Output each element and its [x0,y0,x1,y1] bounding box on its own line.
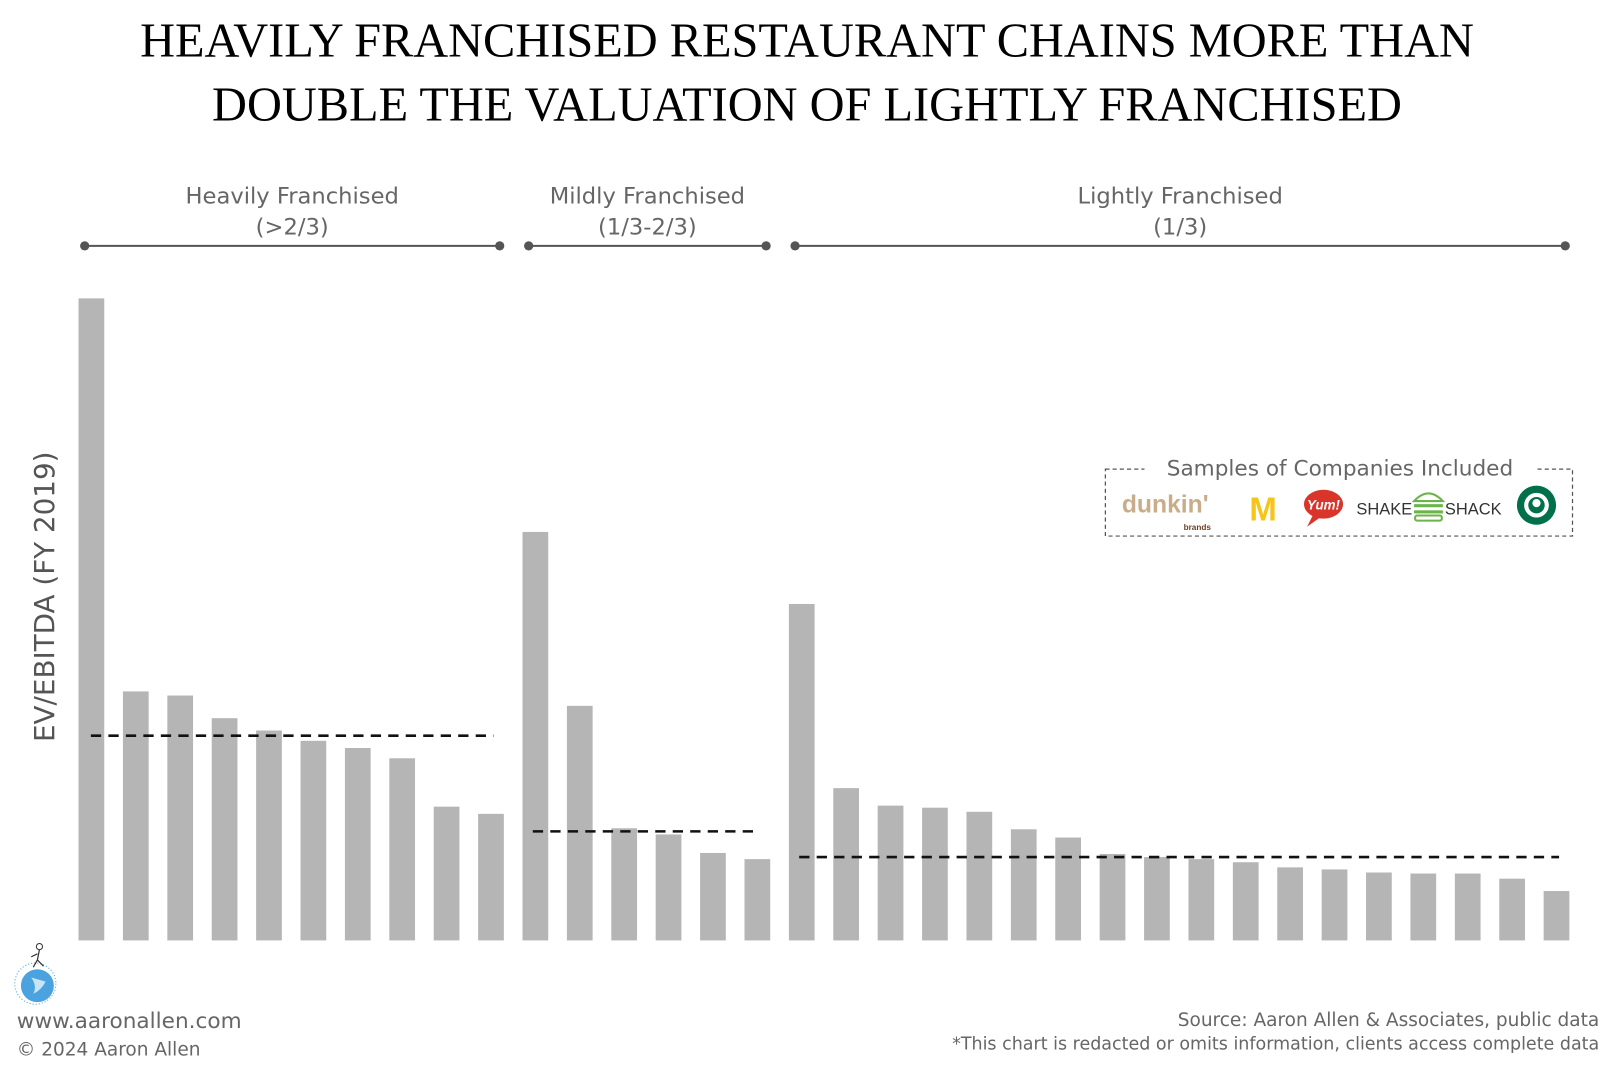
shake-text: SHAKE [1356,500,1412,518]
bar-1-5 [744,859,771,941]
group-sublabel-0: (>2/3) [256,215,329,241]
bracket-endpoint [495,241,505,251]
bar-2-14 [1410,873,1437,941]
source-note: Source: Aaron Allen & Associates, public… [1178,1010,1600,1031]
bar-1-3 [655,834,682,941]
bar-1-0 [522,531,549,941]
bar-0-8 [433,806,460,941]
group-brackets: Heavily Franchised (>2/3) Mildly Franchise… [80,184,1570,251]
bar-2-16 [1499,878,1525,941]
shack-text: SHACK [1445,500,1502,518]
bar-2-6 [1055,837,1081,941]
bar-2-7 [1099,853,1126,941]
bar-0-7 [389,758,416,941]
bar-0-9 [478,813,504,941]
redaction-note: *This chart is redacted or omits informa… [952,1034,1599,1054]
mcdonalds-logo: M [1249,491,1276,528]
bar-1-1 [566,705,593,941]
bar-2-5 [1010,829,1037,941]
bars [78,298,1570,941]
group-sublabel-2: (1/3) [1153,215,1207,241]
group-label-1: Mildly Franchised [550,184,745,210]
bar-2-4 [966,811,993,941]
bar-1-2 [611,828,638,941]
starbucks-logo [1516,485,1557,525]
bar-2-2 [877,805,904,941]
group-sublabel-1: (1/3-2/3) [598,215,697,241]
bracket-endpoint [80,241,90,251]
group-label-0: Heavily Franchised [186,184,399,210]
bar-2-15 [1454,873,1481,941]
chart-title-line2: DOUBLE THE VALUATION OF LIGHTLY FRANCHIS… [212,78,1402,131]
bar-0-4 [256,730,282,941]
bar-0-3 [211,718,238,941]
yum-logo: Yum! [1303,489,1344,527]
bar-2-17 [1543,891,1570,941]
legend: Samples of Companies Included dunkin' br… [1104,455,1574,537]
bar-0-0 [78,298,105,941]
bar-0-5 [300,740,327,941]
copyright: © 2024 Aaron Allen [17,1040,201,1061]
bar-2-9 [1188,859,1215,941]
dunkin-logo-sub: brands [1184,523,1212,532]
bracket-endpoint [1560,241,1570,251]
aaron-allen-globe-icon [14,942,57,1005]
dunkin-logo: dunkin' brands [1122,491,1212,531]
average-lines [90,734,1560,859]
bar-2-12 [1321,869,1348,941]
bar-2-0 [788,603,815,941]
bar-2-13 [1366,872,1392,941]
bar-0-2 [167,695,194,941]
shake-shack-logo: SHAKE SHACK [1356,492,1502,522]
website-link[interactable]: www.aaronallen.com [17,1009,242,1034]
bar-1-4 [700,852,726,941]
group-label-2: Lightly Franchised [1077,184,1282,210]
bracket-endpoint [761,241,771,251]
bar-2-8 [1144,857,1170,941]
bar-2-10 [1232,862,1259,941]
dunkin-logo-text: dunkin' [1122,491,1209,518]
legend-title-bg [1144,455,1536,481]
bar-0-6 [344,748,371,941]
bar-2-3 [922,807,948,941]
yum-logo-text: Yum! [1307,497,1340,512]
bar-2-1 [833,788,860,941]
bar-0-1 [122,691,149,941]
legend-title: Samples of Companies Included [1167,456,1513,481]
chart-title-line1: HEAVILY FRANCHISED RESTAURANT CHAINS MOR… [140,15,1474,68]
bar-2-11 [1277,867,1303,941]
y-axis-label: EV/EBITDA (FY 2019) [28,452,61,742]
bracket-endpoint [524,241,534,251]
bracket-endpoint [790,241,800,251]
